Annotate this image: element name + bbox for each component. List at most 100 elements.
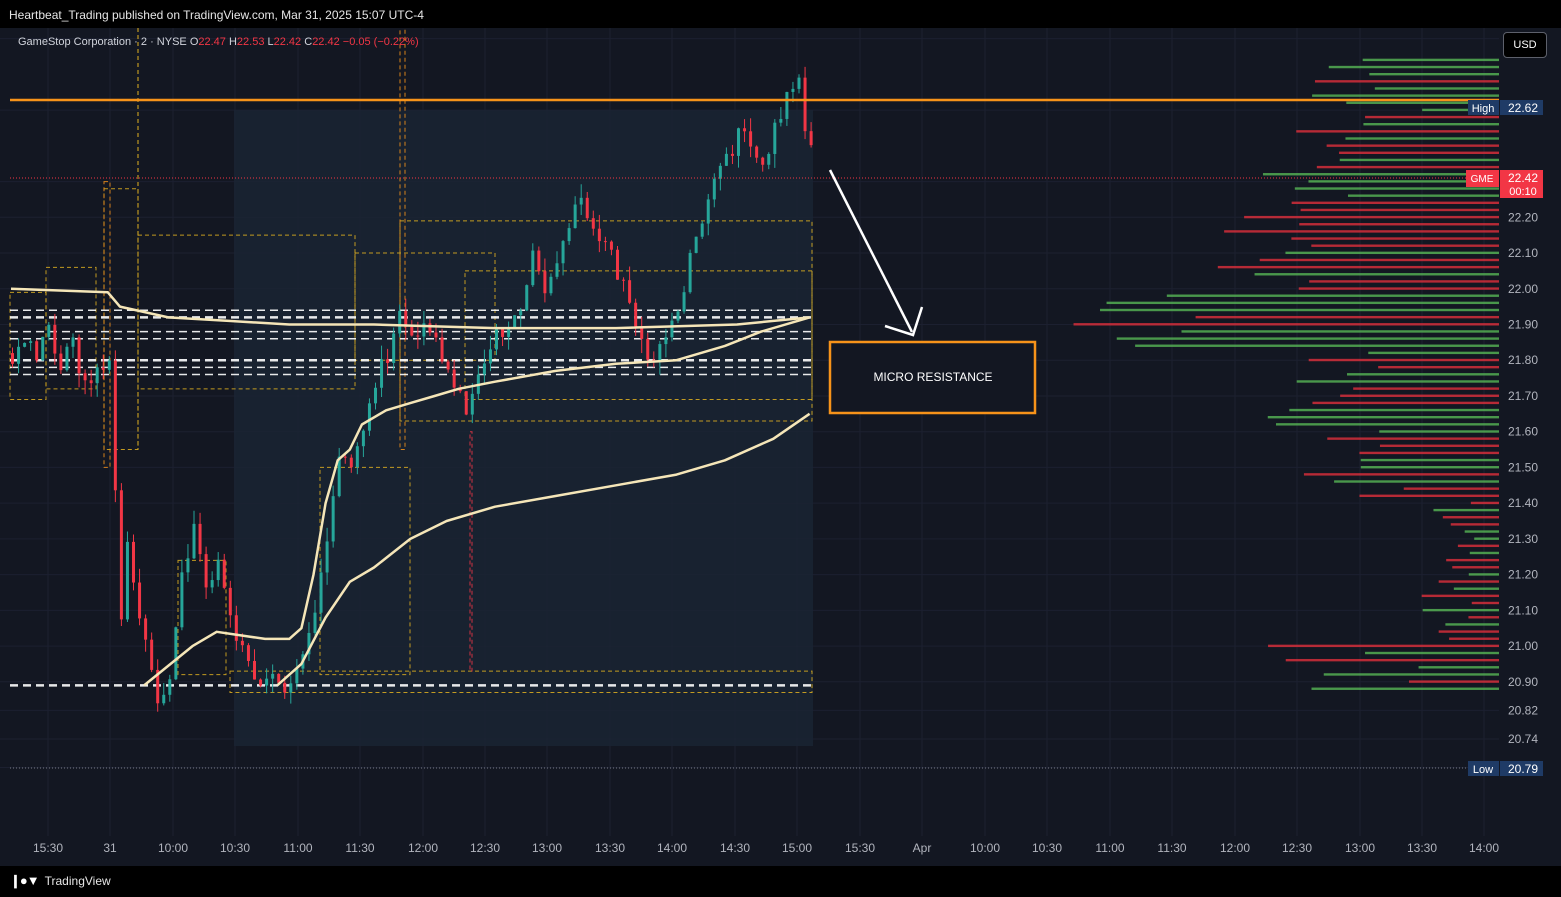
- vwap-bands: [10, 287, 811, 687]
- time-tick-label: 12:00: [1220, 841, 1250, 855]
- candle-body: [501, 328, 505, 337]
- vp-row: [1374, 87, 1499, 90]
- candle-body: [730, 153, 734, 156]
- vp-row: [1262, 173, 1499, 176]
- candle-body: [253, 660, 256, 680]
- candle-body: [259, 679, 263, 686]
- vp-row: [1418, 666, 1499, 669]
- vp-row: [1328, 65, 1499, 69]
- price-tick-label: 21.80: [1508, 353, 1538, 367]
- vp-row: [1339, 158, 1499, 162]
- candle-body: [295, 668, 299, 684]
- time-tick-label: 10:30: [1032, 841, 1062, 855]
- publisher-line: Heartbeat_Trading published on TradingVi…: [9, 8, 424, 22]
- vp-row: [1073, 323, 1499, 326]
- candle-body: [380, 359, 384, 388]
- vp-row: [1379, 444, 1499, 447]
- candle-body: [349, 457, 353, 468]
- vp-row: [1296, 130, 1499, 133]
- time-tick-label: 10:30: [220, 841, 250, 855]
- vp-row: [1289, 408, 1499, 412]
- candle-body: [277, 673, 281, 683]
- vp-row: [1468, 573, 1499, 576]
- low-label-legend: L: [267, 36, 274, 48]
- time-tick-label: 11:00: [1095, 841, 1124, 855]
- candle-body: [609, 241, 613, 250]
- vp-row: [1433, 508, 1499, 512]
- vp-row: [1360, 458, 1499, 462]
- candle-body: [162, 694, 166, 704]
- change-value: −0.05 (−0.22%): [342, 36, 419, 48]
- candle-body: [174, 627, 178, 680]
- candle-body: [41, 336, 45, 361]
- candle-body: [676, 311, 680, 321]
- candle-body: [585, 197, 589, 219]
- candle-body: [597, 228, 601, 242]
- candle-body: [440, 337, 444, 362]
- vp-row: [1471, 601, 1499, 605]
- arrow-head: [884, 306, 924, 337]
- price-tick-label: 20.90: [1508, 675, 1538, 689]
- candle-body: [791, 88, 795, 92]
- candle-body: [47, 324, 51, 337]
- arrow-shaft: [828, 169, 914, 333]
- candle-body: [71, 337, 75, 347]
- vp-row: [1308, 180, 1499, 183]
- annotation-arrow: [828, 169, 924, 337]
- vp-row: [1334, 480, 1499, 483]
- vp-row: [1474, 537, 1499, 540]
- vp-row: [1294, 187, 1499, 190]
- vp-row: [1403, 487, 1499, 490]
- candle-body: [640, 327, 644, 339]
- vp-row: [1408, 680, 1499, 683]
- candle-body: [712, 178, 716, 200]
- candle-body: [646, 338, 650, 360]
- candle-body: [374, 387, 377, 404]
- range-box: [177, 559, 227, 676]
- vp-row: [1181, 330, 1499, 333]
- time-tick-label: 10:00: [970, 841, 1000, 855]
- time-tick-label: 15:30: [845, 841, 875, 855]
- currency-button[interactable]: USD: [1503, 32, 1547, 58]
- candle-body: [761, 157, 765, 165]
- candle-body: [446, 361, 450, 370]
- time-tick-label: 11:00: [283, 841, 312, 855]
- vp-row: [1275, 423, 1499, 426]
- vwap-line-1: [143, 316, 810, 687]
- candle-body: [767, 153, 771, 165]
- vp-row: [1298, 287, 1499, 290]
- symbol-legend[interactable]: GameStop Corporation · 2 · NYSE O22.47 H…: [18, 36, 419, 48]
- candle-body: [17, 346, 21, 364]
- price-tick-label: 21.70: [1508, 389, 1538, 403]
- candle-body: [138, 582, 142, 619]
- candle-body: [543, 271, 547, 294]
- candle-body: [150, 639, 154, 670]
- candle-body: [664, 337, 668, 345]
- vp-row: [1100, 308, 1499, 312]
- candle-body: [428, 323, 432, 333]
- price-chart[interactable]: MICRO RESISTANCE 22.7022.5022.3022.2022.…: [0, 28, 1561, 866]
- candle-body: [755, 146, 759, 158]
- candle-body: [283, 682, 287, 693]
- vp-row: [1285, 658, 1499, 662]
- tradingview-brand[interactable]: ❙●▼ TradingView: [10, 873, 111, 889]
- candle-body: [718, 165, 722, 179]
- candle-body: [634, 302, 638, 328]
- time-tick-label: 31: [103, 841, 117, 855]
- candle-body: [724, 153, 728, 166]
- bar-countdown: 00:10: [1509, 186, 1537, 198]
- candle-body: [168, 679, 172, 695]
- candle-body: [482, 363, 486, 375]
- high-label-legend: H: [228, 36, 237, 48]
- candle-body: [77, 337, 81, 374]
- range-box: [137, 234, 356, 390]
- vp-row: [1450, 523, 1499, 526]
- vp-row: [1449, 637, 1499, 640]
- vp-row: [1308, 358, 1499, 362]
- time-tick-label: 11:30: [1157, 841, 1186, 855]
- candle-body: [101, 367, 105, 370]
- bottom-bar: [0, 866, 1561, 897]
- time-axis-bg: [0, 836, 1561, 866]
- candle-body: [410, 326, 414, 336]
- candle-body: [392, 333, 396, 363]
